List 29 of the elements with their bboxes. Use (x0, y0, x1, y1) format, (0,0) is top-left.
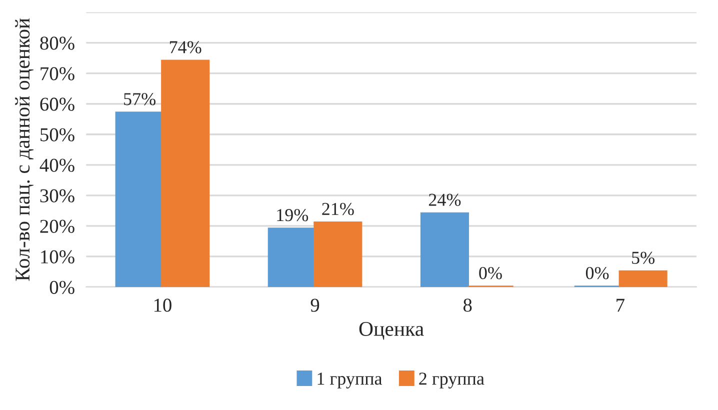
data-label: 21% (322, 202, 354, 216)
data-label: 24% (428, 194, 461, 206)
legend-label: 2 группа (419, 372, 484, 388)
x-tick-label: 10 (154, 298, 172, 312)
x-tick-label: 8 (463, 298, 472, 312)
data-label: 5% (632, 252, 654, 264)
y-tick-label: 70% (40, 67, 74, 80)
data-label: 0% (479, 266, 502, 280)
data-label: 0% (586, 266, 609, 280)
data-label: 57% (124, 93, 156, 106)
bar (420, 212, 469, 287)
bar (618, 270, 668, 287)
y-tick-label: 40% (40, 158, 74, 172)
y-axis-title: Кол-во пац. с данной оценкой (15, 18, 34, 281)
y-tick-label: 50% (40, 128, 74, 142)
y-tick-label: 20% (40, 220, 74, 233)
x-axis-title: Оценка (359, 322, 424, 340)
x-tick-label: 9 (310, 298, 320, 312)
data-label: 74% (170, 41, 202, 54)
y-tick-label: 30% (40, 189, 74, 202)
y-tick-label: 60% (40, 98, 74, 111)
bar (314, 222, 362, 287)
x-tick-label: 7 (616, 298, 624, 312)
bar (161, 60, 210, 287)
y-tick-label: 80% (40, 36, 74, 50)
y-tick-label: 0% (50, 280, 74, 294)
y-tick-label: 10% (41, 250, 74, 264)
legend-label: 1 группа (318, 372, 382, 388)
data-label: 19% (277, 208, 308, 222)
